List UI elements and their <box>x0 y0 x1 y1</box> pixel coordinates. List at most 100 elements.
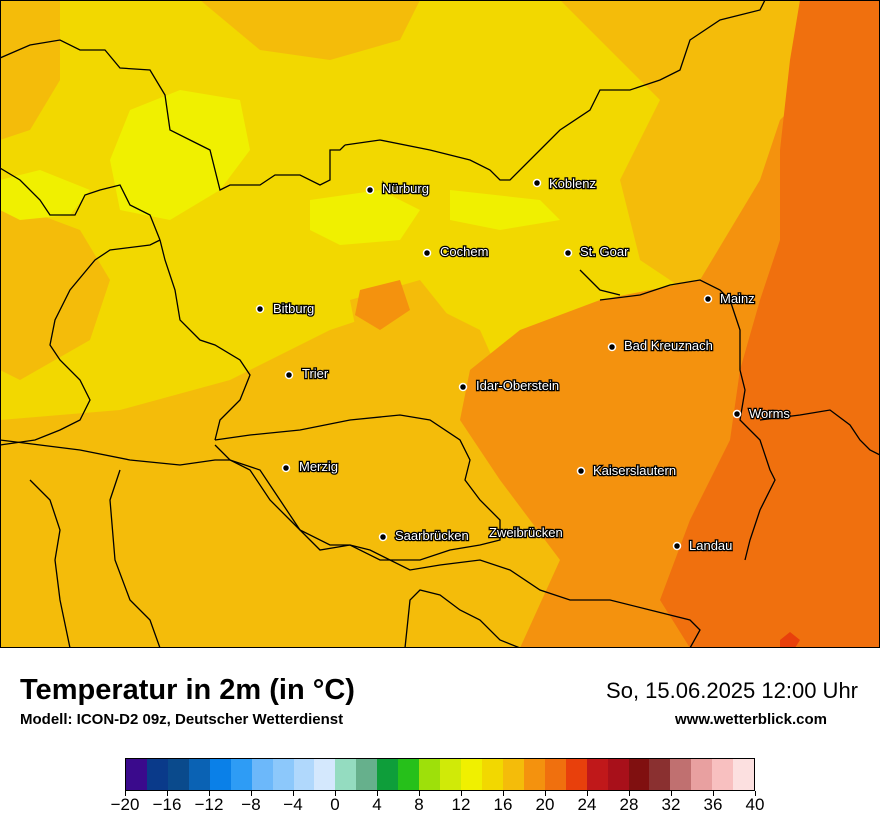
colorbar-ticks: −20 −16 −12 −8 −4 0 4 8 12 16 20 24 28 32 36 40 <box>111 791 764 821</box>
city-label: Koblenz <box>549 176 596 191</box>
temp-field-20-west2 <box>0 200 110 380</box>
colorbar-segment <box>628 759 650 790</box>
city-label: Idar-Oberstein <box>476 378 559 393</box>
colorbar-segment <box>398 759 420 790</box>
colorbar-segment <box>565 759 587 790</box>
city-label: Cochem <box>440 244 488 259</box>
map-title: Temperatur in 2m (in °C) <box>20 674 355 706</box>
colorbar-tick-mark <box>587 791 588 796</box>
temp-field-22b <box>355 280 410 330</box>
colorbar-tick-label: 36 <box>703 795 723 814</box>
colorbar-segment <box>209 759 231 790</box>
city-label: Worms <box>749 406 790 421</box>
colorbar-segment <box>188 759 210 790</box>
colorbar-tick-label: −4 <box>283 795 303 814</box>
colorbar-segment <box>251 759 273 790</box>
city-idar-oberstein[interactable]: Idar-Oberstein <box>458 377 560 394</box>
city-bad-kreuznach[interactable]: Bad Kreuznach <box>607 337 714 354</box>
colorbar-tick-mark <box>629 791 630 796</box>
colorbar-tick-mark <box>335 791 336 796</box>
colorbar-tick-label: 12 <box>451 795 471 814</box>
city-st-goar[interactable]: St. Goar <box>563 243 630 260</box>
border-belgium-germany <box>0 39 346 191</box>
border-nrw-rlp <box>344 0 766 181</box>
colorbar-tick-label: −20 <box>110 795 140 814</box>
temp-field-16-ridge <box>450 190 560 230</box>
colorbar-tick-mark <box>377 791 378 796</box>
colorbar-segment <box>377 759 399 790</box>
city-label: Landau <box>689 538 732 553</box>
colorbar-segment <box>419 759 441 790</box>
colorbar-tick-mark <box>503 791 504 796</box>
colorbar-tick-mark <box>167 791 168 796</box>
forecast-datetime: So, 15.06.2025 12:00 Uhr <box>606 678 858 703</box>
colorbar-segment <box>691 759 713 790</box>
colorbar-segment <box>335 759 357 790</box>
colorbar-segment <box>607 759 629 790</box>
border-france <box>0 439 701 648</box>
colorbar-segment <box>272 759 294 790</box>
legend-footer: Temperatur in 2m (in °C) Modell: ICON-D2… <box>0 648 880 830</box>
colorbar-tick-mark <box>209 791 210 796</box>
border-misc-1 <box>109 469 161 648</box>
colorbar-tick-mark <box>461 791 462 796</box>
colorbar-segment <box>502 759 524 790</box>
colorbar-tick-label: −12 <box>194 795 224 814</box>
colorbar-tick-label: 16 <box>493 795 513 814</box>
city-saarbruecken[interactable]: Saarbrücken <box>378 527 470 544</box>
city-label: Mainz <box>720 291 755 306</box>
city-koblenz[interactable]: Koblenz <box>532 175 597 192</box>
border-misc-2 <box>29 479 71 648</box>
colorbar-segment <box>230 759 252 790</box>
border-lux-germany <box>159 239 251 441</box>
colorbar-tick-mark <box>671 791 672 796</box>
colorbar-tick-label: −16 <box>152 795 182 814</box>
city-mainz[interactable]: Mainz <box>703 290 756 307</box>
colorbar-segment <box>733 759 755 790</box>
colorbar-tick-mark <box>125 791 126 796</box>
colorbar-tick-mark <box>713 791 714 796</box>
colorbar-segment <box>523 759 545 790</box>
colorbar-tick-mark <box>419 791 420 796</box>
colorbar-tick-label: −8 <box>241 795 261 814</box>
website-link[interactable]: www.wetterblick.com <box>675 711 827 728</box>
city-worms[interactable]: Worms <box>732 405 792 422</box>
colorbar-segment <box>712 759 734 790</box>
city-trier[interactable]: Trier <box>284 365 330 382</box>
temp-field-20-north <box>200 0 420 60</box>
colorbar-segment <box>649 759 671 790</box>
temp-field-16-nurburg <box>310 190 420 245</box>
temp-field-16-north <box>110 90 250 220</box>
colorbar-segment <box>314 759 336 790</box>
temperature-map[interactable]: Nürburg Koblenz Cochem St. Goar Mainz Bi… <box>0 0 880 648</box>
city-zweibruecken[interactable]: Zweibrücken <box>488 524 564 542</box>
colorbar-segment <box>356 759 378 790</box>
border-bw <box>759 409 880 456</box>
colorbar-segment <box>544 759 566 790</box>
city-landau[interactable]: Landau <box>672 537 734 554</box>
colorbar-segment <box>461 759 482 790</box>
border-north-east <box>579 269 621 296</box>
border-hesse <box>599 279 776 561</box>
city-label: St. Goar <box>580 244 629 259</box>
city-kaiserslautern[interactable]: Kaiserslautern <box>576 462 677 479</box>
city-label: Zweibrücken <box>489 525 563 540</box>
city-merzig[interactable]: Merzig <box>281 458 339 475</box>
city-nurburg[interactable]: Nürburg <box>365 180 430 197</box>
temperature-colorbar <box>125 758 755 791</box>
border-luxembourg-west <box>0 167 161 241</box>
colorbar-tick-label: 0 <box>330 795 340 814</box>
colorbar-segment <box>440 759 461 790</box>
colorbar-segment <box>670 759 692 790</box>
city-cochem[interactable]: Cochem <box>422 243 490 260</box>
colorbar-segment <box>586 759 608 790</box>
colorbar-segment <box>126 759 147 790</box>
colorbar-segment <box>146 759 168 790</box>
colorbar-tick-mark <box>251 791 252 796</box>
colorbar-tick-mark <box>545 791 546 796</box>
colorbar-tick-label: 32 <box>661 795 681 814</box>
city-bitburg[interactable]: Bitburg <box>255 300 316 317</box>
colorbar-tick-label: 4 <box>372 795 382 814</box>
colorbar-tick-label: 20 <box>535 795 555 814</box>
colorbar-tick-label: 24 <box>577 795 597 814</box>
